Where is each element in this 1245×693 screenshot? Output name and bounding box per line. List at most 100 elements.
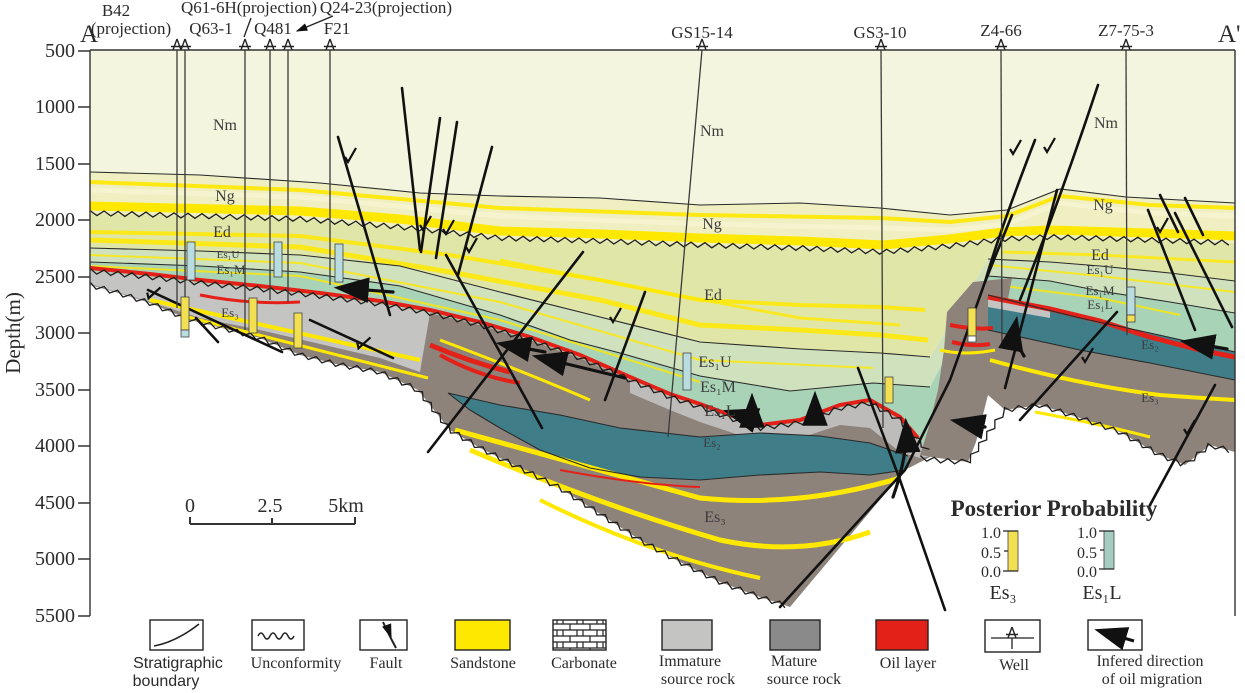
ed-sand-stripe — [499, 250, 1235, 327]
posterior-bar-ticks — [1099, 530, 1114, 570]
label-es3: Es₃ — [704, 509, 726, 526]
label-es1l: Es₁L — [1087, 297, 1113, 312]
depth-tick: 4500 — [35, 492, 75, 514]
posterior-scale-right: 1.0 0.5 0.0 — [1077, 525, 1097, 581]
well-head-labels: B42 (projection) Q63-1 Q61-6H(projection… — [91, 0, 1154, 51]
label-es3: Es₃ — [221, 305, 239, 320]
depth-tick: 4000 — [35, 435, 75, 457]
prob-max: 1.0 — [981, 525, 1001, 542]
depth-axis-ticks — [78, 50, 90, 617]
legend-label: Mature — [771, 653, 817, 670]
scale-zero: 0 — [185, 495, 195, 517]
well-probability-bars — [180, 241, 1136, 404]
ng-sand-stripe — [90, 180, 1235, 225]
leader-line — [243, 17, 252, 38]
layer-nm — [90, 50, 1235, 215]
label-ng: Ng — [702, 216, 722, 233]
well-label-q63-1: Q63-1 — [189, 19, 232, 38]
depth-tick: 2500 — [35, 266, 75, 288]
label-es2: Es₂ — [703, 435, 721, 450]
layer-es3-right — [988, 330, 1235, 465]
label-nm: Nm — [213, 117, 238, 134]
layer-immature — [90, 271, 430, 372]
depth-axis-title: Depth(m) — [1, 292, 25, 374]
legend-immature-source-rock: Immature source rock — [659, 619, 735, 688]
legend-label: source rock — [661, 671, 735, 688]
layer-es1u — [90, 248, 1235, 391]
prob-min: 0.0 — [1077, 564, 1097, 581]
label-ed: Ed — [213, 224, 231, 241]
posterior-title: Posterior Probability — [951, 496, 1158, 521]
sandstone-swatch — [454, 619, 511, 651]
depth-tick: 3000 — [35, 322, 75, 344]
scale-bar: 0 2.5 5km — [185, 495, 364, 525]
posterior-bar-es1l — [1103, 530, 1115, 570]
legend-label: boundary — [133, 673, 200, 690]
scale-end: 5km — [328, 495, 364, 517]
label-ng: Ng — [1093, 197, 1113, 214]
well-label-b42-projection: (projection) — [91, 19, 171, 38]
legend-label: Sandstone — [450, 655, 516, 672]
label-ed: Ed — [1091, 247, 1109, 264]
well-label-gs15-14: GS15-14 — [671, 23, 733, 42]
prob-mid: 0.5 — [981, 545, 1001, 562]
legend-unconformity: Unconformity — [251, 619, 342, 672]
well-label-q481: Q481 — [254, 19, 292, 38]
label-nm: Nm — [700, 123, 725, 140]
legend-sandstone: Sandstone — [450, 619, 516, 672]
fault-icon-arrow — [382, 623, 392, 639]
label-nm: Nm — [1094, 115, 1119, 132]
well-icon — [991, 637, 1034, 649]
leader-arrow — [295, 15, 334, 32]
section-end-a-prime: A' — [1218, 21, 1241, 48]
depth-tick: 2000 — [35, 209, 75, 231]
legend-fault: Fault — [359, 619, 408, 672]
ng-sand-stripe — [90, 201, 1235, 250]
stratigraphic-boundary-icon — [153, 623, 200, 647]
oil-migration-arrows — [333, 277, 1229, 499]
ng-pale-stripe — [90, 187, 1235, 233]
prob-min: 0.0 — [981, 564, 1001, 581]
carbonate-swatch — [552, 619, 607, 651]
legend-label: Unconformity — [251, 655, 342, 672]
well-traces — [176, 50, 1128, 438]
section-body: Nm Nm Nm Ng Ng Ng Ed Ed Ed Es₁U Es₁U Es₁… — [90, 50, 1235, 612]
section-end-a: A — [80, 21, 98, 48]
legend-label: Oil layer — [880, 655, 937, 672]
label-es1m: Es₁M — [700, 379, 736, 396]
legend-label: source rock — [767, 671, 841, 688]
legend-label: Infered direction — [1096, 653, 1203, 670]
migration-arrow-icon — [1094, 627, 1135, 651]
label-es1u: Es₁U — [217, 249, 240, 261]
legend-mature-source-rock: Mature source rock — [767, 619, 841, 688]
legend-label: Stratigraphic — [133, 655, 223, 672]
depth-axis-labels: 500 1000 1500 2000 2500 3000 3500 4000 4… — [35, 40, 75, 627]
zigzag-boundary — [90, 282, 786, 609]
well-label-b42: B42 — [102, 1, 130, 20]
well-label-z4-66: Z4-66 — [980, 21, 1022, 40]
prob-mid: 0.5 — [1077, 545, 1097, 562]
depth-tick: 5500 — [35, 605, 75, 627]
legend-oil-layer: Oil layer — [875, 619, 937, 672]
legend-well: Well — [984, 619, 1041, 674]
plot-frame: 500 1000 1500 2000 2500 3000 3500 4000 4… — [1, 21, 1241, 627]
label-es1l: Es₁L — [704, 403, 735, 420]
posterior-bar-es3 — [1007, 530, 1019, 572]
label-es2: Es₂ — [1141, 337, 1159, 352]
label-ng: Ng — [215, 188, 235, 205]
zigzag-boundary — [919, 402, 1230, 467]
legend-label: Well — [999, 657, 1029, 674]
oil-swatch — [875, 619, 929, 651]
well-label-q61-6h: Q61-6H(projection) — [181, 0, 317, 17]
depth-tick: 5000 — [35, 548, 75, 570]
posterior-probability-key: Posterior Probability 1.0 0.5 0.0 Es₃ 1.… — [951, 496, 1158, 604]
strata-labels: Nm Nm Nm Ng Ng Ng Ed Ed Ed Es₁U Es₁U Es₁… — [213, 115, 1159, 526]
label-es1m: Es₁M — [216, 262, 246, 277]
legend-carbonate: Carbonate — [551, 619, 617, 672]
posterior-es3-label: Es₃ — [990, 582, 1017, 604]
immature-swatch — [661, 619, 713, 651]
layer-es3-basin — [90, 271, 932, 607]
legend-stratigraphic-boundary: Stratigraphic boundary — [133, 619, 223, 690]
legend-label: Fault — [370, 655, 403, 672]
